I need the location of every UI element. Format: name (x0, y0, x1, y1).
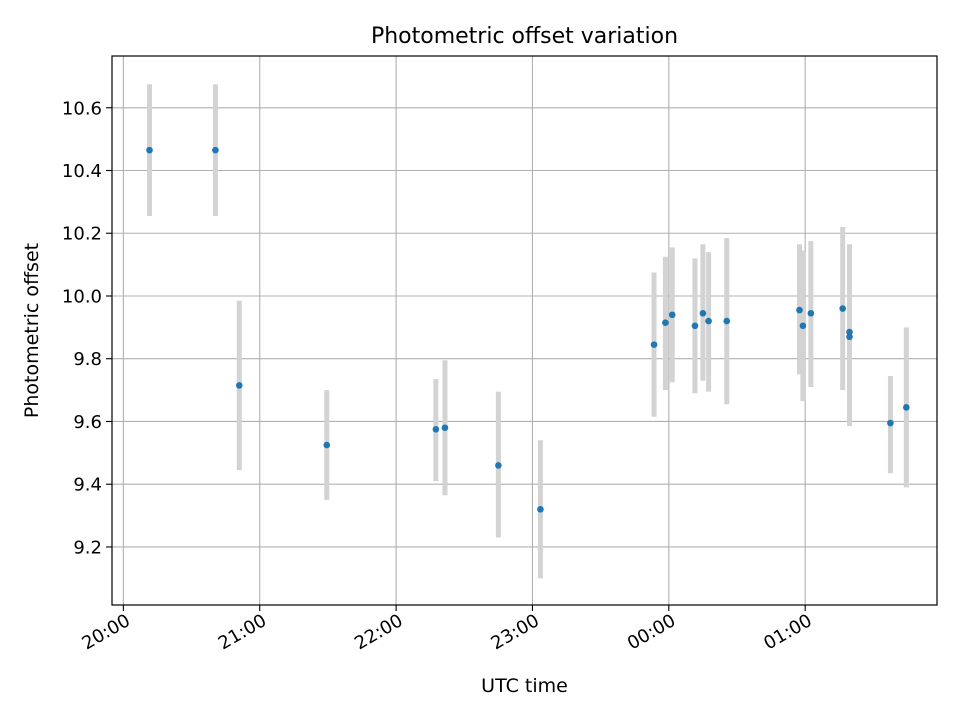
y-tick-label: 9.6 (73, 412, 102, 433)
x-axis-label: UTC time (481, 675, 568, 697)
y-tick-label: 10.4 (62, 161, 102, 182)
y-tick-label: 10.2 (62, 224, 102, 245)
grid (112, 56, 937, 605)
data-point (662, 319, 669, 326)
data-point (650, 341, 658, 348)
chart-title: Photometric offset variation (371, 24, 678, 49)
y-tick-label: 9.2 (73, 537, 102, 558)
data-point (691, 322, 699, 330)
plot-area-frame (111, 55, 938, 606)
data-point (723, 317, 731, 325)
data-point (537, 506, 544, 513)
y-tick-label: 10.0 (62, 286, 102, 307)
data-point (846, 333, 853, 341)
data-point (705, 317, 712, 325)
data-point (887, 419, 894, 427)
data-point (441, 424, 449, 432)
data-point (146, 146, 153, 154)
data-point (799, 322, 807, 330)
data-point (212, 146, 219, 154)
y-tick-label: 9.4 (73, 475, 102, 496)
y-tick-label: 9.8 (73, 349, 102, 370)
data-points (146, 146, 910, 513)
data-point (668, 311, 676, 319)
data-point (699, 309, 707, 317)
data-point (235, 382, 243, 389)
data-point (846, 328, 853, 336)
data-point (839, 305, 846, 312)
y-axis: 9.2 9.4 9.6 9.8 10.0 10.2 10.4 10.6 (62, 98, 112, 558)
data-point (903, 404, 910, 411)
y-tick-label: 10.6 (62, 98, 102, 119)
y-axis-label: Photometric offset (21, 243, 43, 418)
data-point (323, 441, 331, 449)
data-point (432, 426, 440, 433)
data-point (495, 462, 502, 469)
data-point (807, 309, 815, 317)
data-point (796, 306, 803, 314)
